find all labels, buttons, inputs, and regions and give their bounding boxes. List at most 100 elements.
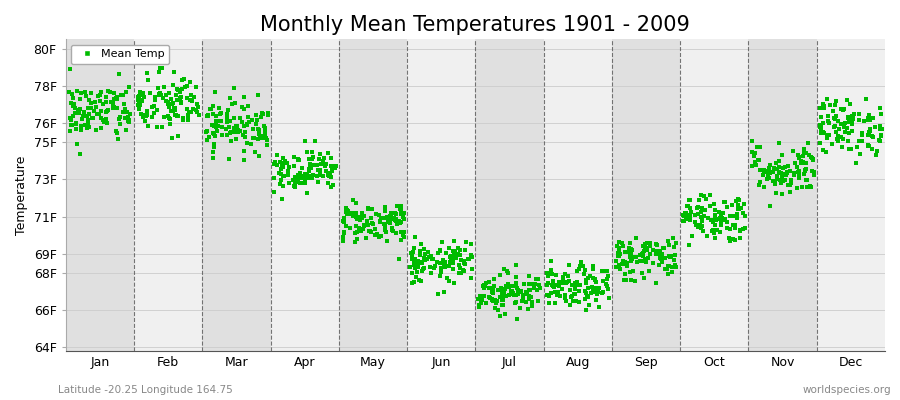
Point [874, 132, 888, 138]
Point [616, 243, 630, 250]
Point [796, 160, 811, 166]
Point [81, 121, 95, 127]
Point [302, 156, 316, 162]
Point [455, 267, 470, 274]
Point [464, 241, 478, 248]
Point [584, 289, 598, 296]
Point [238, 134, 252, 140]
Point [569, 298, 583, 304]
Point [495, 302, 509, 308]
Point [613, 266, 627, 272]
Point [582, 272, 597, 279]
Point [712, 209, 726, 215]
Legend: Mean Temp: Mean Temp [71, 45, 169, 64]
Point [763, 162, 778, 168]
Point [547, 284, 562, 290]
Point [305, 175, 320, 181]
Point [350, 229, 365, 236]
Point [66, 103, 80, 109]
Point [267, 188, 282, 195]
Point [713, 215, 727, 221]
Point [300, 190, 314, 196]
Point [664, 268, 679, 275]
Point [396, 214, 410, 220]
Point [862, 114, 877, 120]
Point [112, 70, 126, 77]
Point [292, 157, 307, 164]
Point [131, 102, 146, 108]
Point [415, 259, 429, 266]
Point [110, 104, 124, 111]
Point [448, 255, 463, 261]
Point [643, 251, 657, 258]
Point [799, 160, 814, 167]
Point [392, 256, 406, 262]
Point [121, 118, 135, 124]
Point [203, 106, 218, 112]
Point [325, 168, 339, 174]
Point [373, 218, 387, 224]
Point [375, 215, 390, 221]
Point [205, 148, 220, 155]
Point [410, 260, 424, 267]
Point [191, 104, 205, 110]
Point [814, 122, 828, 128]
Point [508, 300, 522, 306]
Point [324, 162, 338, 169]
Point [319, 168, 333, 174]
Point [81, 122, 95, 129]
Point [617, 259, 632, 265]
Point [351, 225, 365, 232]
Point [132, 93, 147, 99]
Point [118, 106, 132, 112]
Point [110, 94, 124, 100]
Point [776, 165, 790, 171]
Point [615, 261, 629, 268]
Point [339, 205, 354, 212]
Point [497, 266, 511, 272]
Point [121, 114, 135, 120]
Point [508, 280, 523, 286]
Point [477, 282, 491, 288]
Point [313, 150, 328, 157]
Point [762, 175, 777, 182]
Point [479, 279, 493, 286]
Point [365, 221, 380, 227]
Point [843, 146, 858, 152]
Point [320, 172, 335, 178]
Point [364, 206, 379, 212]
Point [389, 218, 403, 225]
Point [158, 92, 173, 98]
Point [488, 297, 502, 303]
Point [783, 177, 797, 183]
Point [549, 272, 563, 278]
Point [733, 226, 747, 233]
Point [75, 116, 89, 122]
Point [658, 254, 672, 261]
Point [153, 90, 167, 96]
Point [174, 89, 188, 96]
Point [225, 100, 239, 107]
Point [135, 92, 149, 98]
Point [182, 108, 196, 115]
Point [342, 210, 356, 217]
Point [251, 136, 266, 142]
Point [74, 122, 88, 129]
Point [813, 139, 827, 146]
Point [300, 148, 314, 155]
Point [302, 175, 317, 181]
Point [540, 280, 554, 286]
Point [501, 281, 516, 288]
Point [683, 205, 698, 211]
Point [829, 98, 843, 104]
Point [180, 116, 194, 123]
Point [106, 105, 121, 111]
Point [96, 118, 111, 125]
Point [653, 256, 668, 263]
Point [175, 77, 189, 84]
Point [792, 170, 806, 176]
Point [814, 130, 828, 136]
Point [91, 93, 105, 100]
Point [350, 216, 365, 222]
Point [527, 281, 542, 287]
